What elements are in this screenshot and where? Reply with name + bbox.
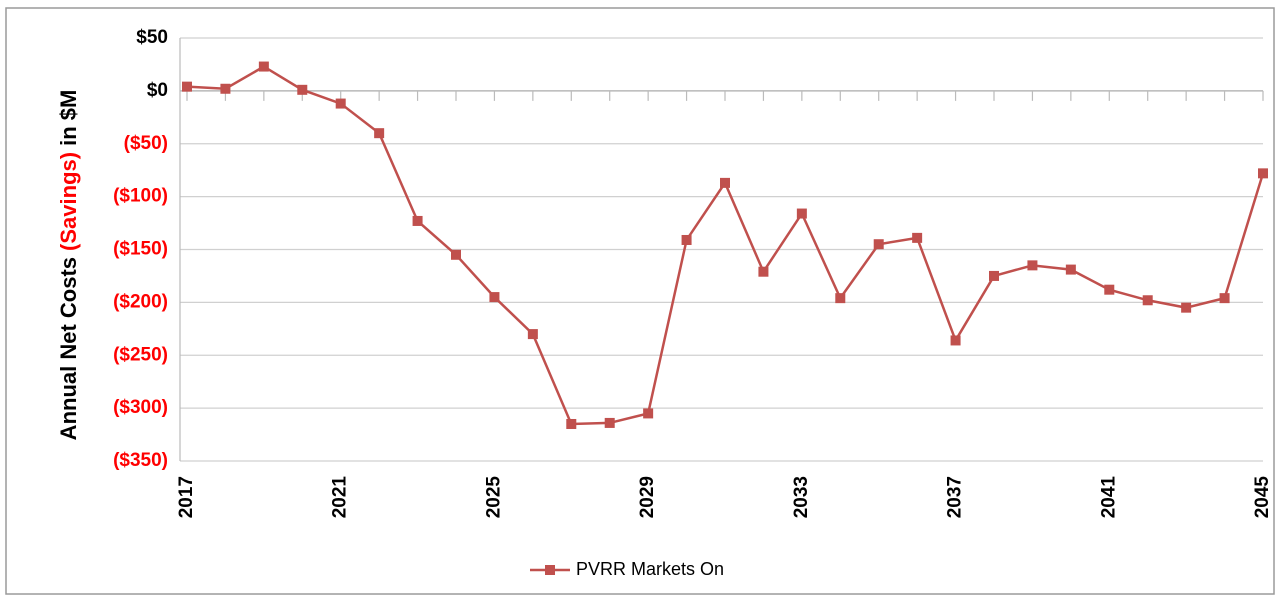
point-marker <box>1258 168 1268 179</box>
point-marker <box>720 177 730 188</box>
x-tick-label: 2029 <box>637 476 658 518</box>
point-marker <box>566 418 577 429</box>
point-marker <box>335 98 346 109</box>
point-marker <box>1027 260 1038 271</box>
point-marker <box>1142 295 1153 306</box>
x-tick-label: 2021 <box>330 476 351 519</box>
y-tick-label: ($50) <box>124 133 168 154</box>
point-marker <box>182 81 192 92</box>
x-tick-label: 2045 <box>1252 476 1273 519</box>
point-marker <box>796 208 807 219</box>
y-axis-title-part: Annual Net Costs <box>56 257 81 440</box>
y-tick-label: ($300) <box>113 397 168 418</box>
point-marker <box>220 83 231 94</box>
point-marker <box>989 270 999 281</box>
y-axis-title: Annual Net Costs (Savings) in $M <box>56 90 81 441</box>
y-tick-label: ($100) <box>113 186 168 207</box>
y-tick-label: $0 <box>147 80 168 101</box>
point-marker <box>681 234 692 245</box>
point-marker <box>835 293 846 304</box>
y-tick-label: ($350) <box>113 450 168 471</box>
y-tick-label: ($200) <box>113 291 168 312</box>
point-marker <box>950 335 961 346</box>
point-marker <box>527 329 538 340</box>
x-tick-label: 2025 <box>483 476 504 519</box>
point-marker <box>374 128 385 139</box>
y-tick-label: ($150) <box>113 239 168 260</box>
point-marker <box>1219 293 1230 304</box>
point-marker <box>1104 284 1115 295</box>
point-marker <box>1181 302 1192 313</box>
point-marker <box>412 215 423 226</box>
legend-marker <box>545 565 555 575</box>
point-marker <box>604 417 615 428</box>
point-marker <box>643 408 654 419</box>
point-marker <box>1065 264 1076 275</box>
point-marker <box>258 61 269 72</box>
point-marker <box>489 292 500 303</box>
point-marker <box>912 232 923 243</box>
y-tick-label: ($250) <box>113 344 168 365</box>
point-marker <box>758 266 769 277</box>
point-marker <box>873 239 884 250</box>
legend-label: PVRR Markets On <box>576 559 724 579</box>
chart-frame <box>5 7 1275 595</box>
x-tick-label: 2041 <box>1098 476 1119 519</box>
y-axis-title-part: (Savings) <box>56 152 81 251</box>
point-marker <box>451 249 461 260</box>
x-tick-label: 2017 <box>176 476 197 518</box>
x-tick-label: 2033 <box>791 476 812 518</box>
x-tick-label: 2037 <box>945 476 966 518</box>
y-axis-title-part: in $M <box>56 90 81 146</box>
y-tick-label: $50 <box>136 27 168 48</box>
point-marker <box>297 84 308 95</box>
